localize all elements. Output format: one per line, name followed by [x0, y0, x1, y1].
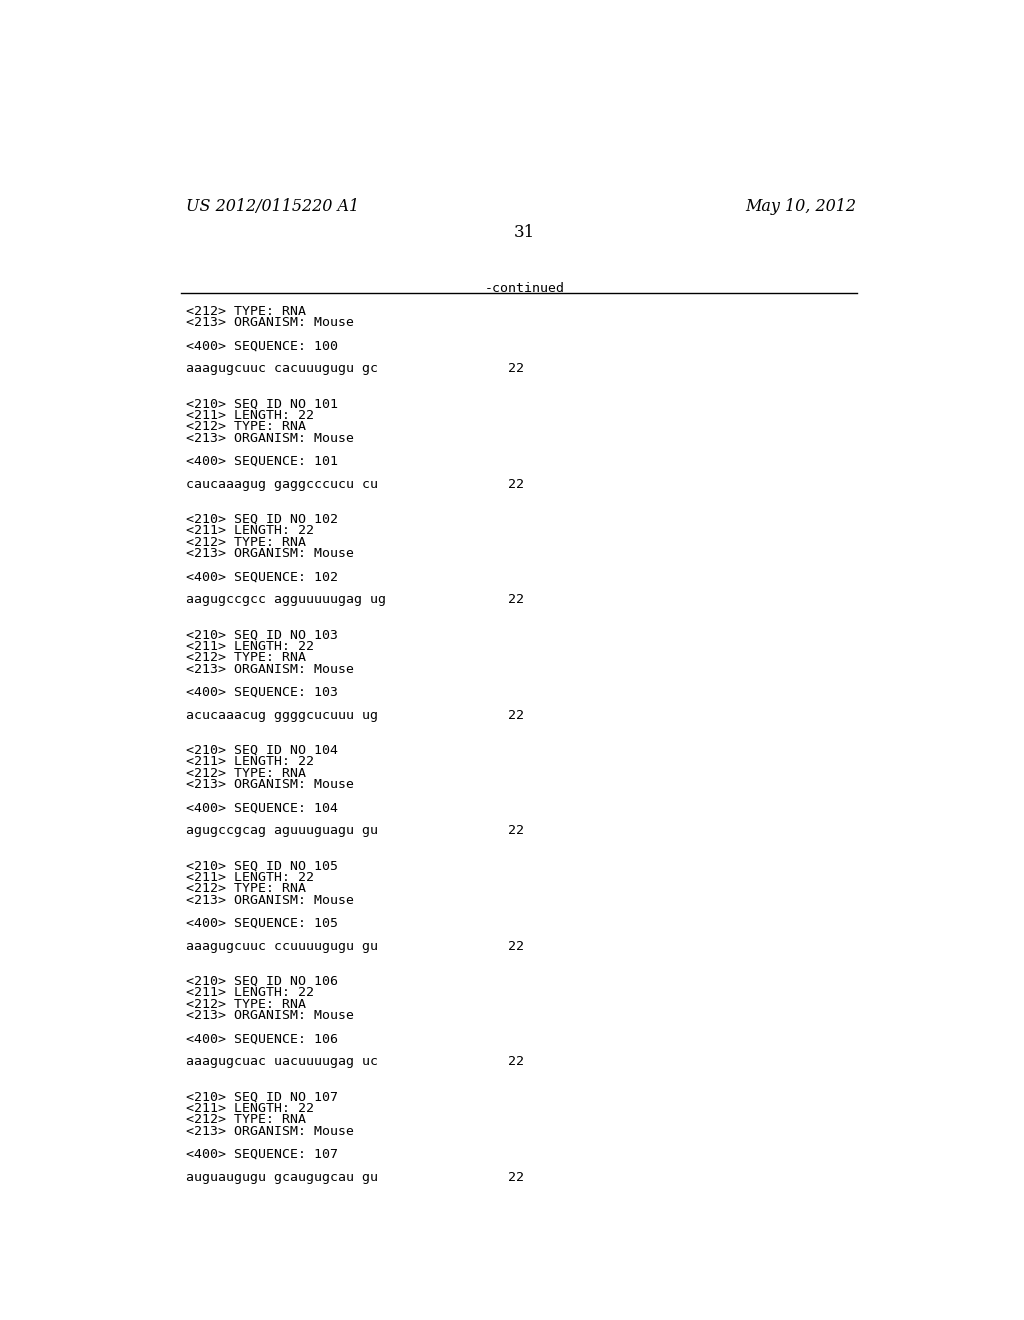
Text: <212> TYPE: RNA: <212> TYPE: RNA: [186, 651, 306, 664]
Text: 22: 22: [508, 1056, 523, 1068]
Text: aaagugcuac uacuuuugag uc: aaagugcuac uacuuuugag uc: [186, 1056, 378, 1068]
Text: <400> SEQUENCE: 105: <400> SEQUENCE: 105: [186, 917, 338, 929]
Text: aaagugcuuc ccuuuugugu gu: aaagugcuuc ccuuuugugu gu: [186, 940, 378, 953]
Text: <400> SEQUENCE: 101: <400> SEQUENCE: 101: [186, 455, 338, 467]
Text: aagugccgcc agguuuuugag ug: aagugccgcc agguuuuugag ug: [186, 594, 386, 606]
Text: <213> ORGANISM: Mouse: <213> ORGANISM: Mouse: [186, 779, 354, 791]
Text: <211> LENGTH: 22: <211> LENGTH: 22: [186, 986, 314, 999]
Text: <400> SEQUENCE: 106: <400> SEQUENCE: 106: [186, 1032, 338, 1045]
Text: <210> SEQ ID NO 102: <210> SEQ ID NO 102: [186, 512, 338, 525]
Text: <213> ORGANISM: Mouse: <213> ORGANISM: Mouse: [186, 1125, 354, 1138]
Text: -continued: -continued: [484, 281, 565, 294]
Text: acucaaacug ggggcucuuu ug: acucaaacug ggggcucuuu ug: [186, 709, 378, 722]
Text: <213> ORGANISM: Mouse: <213> ORGANISM: Mouse: [186, 432, 354, 445]
Text: agugccgcag aguuuguagu gu: agugccgcag aguuuguagu gu: [186, 825, 378, 837]
Text: <211> LENGTH: 22: <211> LENGTH: 22: [186, 1102, 314, 1114]
Text: <210> SEQ ID NO 106: <210> SEQ ID NO 106: [186, 974, 338, 987]
Text: caucaaagug gaggcccucu cu: caucaaagug gaggcccucu cu: [186, 478, 378, 491]
Text: <210> SEQ ID NO 104: <210> SEQ ID NO 104: [186, 743, 338, 756]
Text: 22: 22: [508, 709, 523, 722]
Text: <400> SEQUENCE: 107: <400> SEQUENCE: 107: [186, 1148, 338, 1160]
Text: <212> TYPE: RNA: <212> TYPE: RNA: [186, 767, 306, 780]
Text: <210> SEQ ID NO 107: <210> SEQ ID NO 107: [186, 1090, 338, 1104]
Text: <212> TYPE: RNA: <212> TYPE: RNA: [186, 536, 306, 549]
Text: <211> LENGTH: 22: <211> LENGTH: 22: [186, 640, 314, 652]
Text: <213> ORGANISM: Mouse: <213> ORGANISM: Mouse: [186, 663, 354, 676]
Text: 22: 22: [508, 363, 523, 375]
Text: <211> LENGTH: 22: <211> LENGTH: 22: [186, 755, 314, 768]
Text: <212> TYPE: RNA: <212> TYPE: RNA: [186, 998, 306, 1011]
Text: <213> ORGANISM: Mouse: <213> ORGANISM: Mouse: [186, 548, 354, 560]
Text: <212> TYPE: RNA: <212> TYPE: RNA: [186, 420, 306, 433]
Text: 22: 22: [508, 594, 523, 606]
Text: aaagugcuuc cacuuugugu gc: aaagugcuuc cacuuugugu gc: [186, 363, 378, 375]
Text: <210> SEQ ID NO 105: <210> SEQ ID NO 105: [186, 859, 338, 873]
Text: <212> TYPE: RNA: <212> TYPE: RNA: [186, 305, 306, 318]
Text: <213> ORGANISM: Mouse: <213> ORGANISM: Mouse: [186, 1010, 354, 1022]
Text: <400> SEQUENCE: 100: <400> SEQUENCE: 100: [186, 339, 338, 352]
Text: US 2012/0115220 A1: US 2012/0115220 A1: [186, 198, 359, 215]
Text: <400> SEQUENCE: 102: <400> SEQUENCE: 102: [186, 570, 338, 583]
Text: <400> SEQUENCE: 104: <400> SEQUENCE: 104: [186, 801, 338, 814]
Text: <212> TYPE: RNA: <212> TYPE: RNA: [186, 882, 306, 895]
Text: <210> SEQ ID NO 101: <210> SEQ ID NO 101: [186, 397, 338, 411]
Text: 22: 22: [508, 825, 523, 837]
Text: May 10, 2012: May 10, 2012: [745, 198, 856, 215]
Text: <211> LENGTH: 22: <211> LENGTH: 22: [186, 524, 314, 537]
Text: <211> LENGTH: 22: <211> LENGTH: 22: [186, 409, 314, 421]
Text: <212> TYPE: RNA: <212> TYPE: RNA: [186, 1113, 306, 1126]
Text: <210> SEQ ID NO 103: <210> SEQ ID NO 103: [186, 628, 338, 642]
Text: <400> SEQUENCE: 103: <400> SEQUENCE: 103: [186, 686, 338, 698]
Text: 22: 22: [508, 478, 523, 491]
Text: <213> ORGANISM: Mouse: <213> ORGANISM: Mouse: [186, 894, 354, 907]
Text: 22: 22: [508, 940, 523, 953]
Text: <213> ORGANISM: Mouse: <213> ORGANISM: Mouse: [186, 317, 354, 329]
Text: 22: 22: [508, 1171, 523, 1184]
Text: <211> LENGTH: 22: <211> LENGTH: 22: [186, 871, 314, 883]
Text: auguaugugu gcaugugcau gu: auguaugugu gcaugugcau gu: [186, 1171, 378, 1184]
Text: 31: 31: [514, 224, 536, 240]
